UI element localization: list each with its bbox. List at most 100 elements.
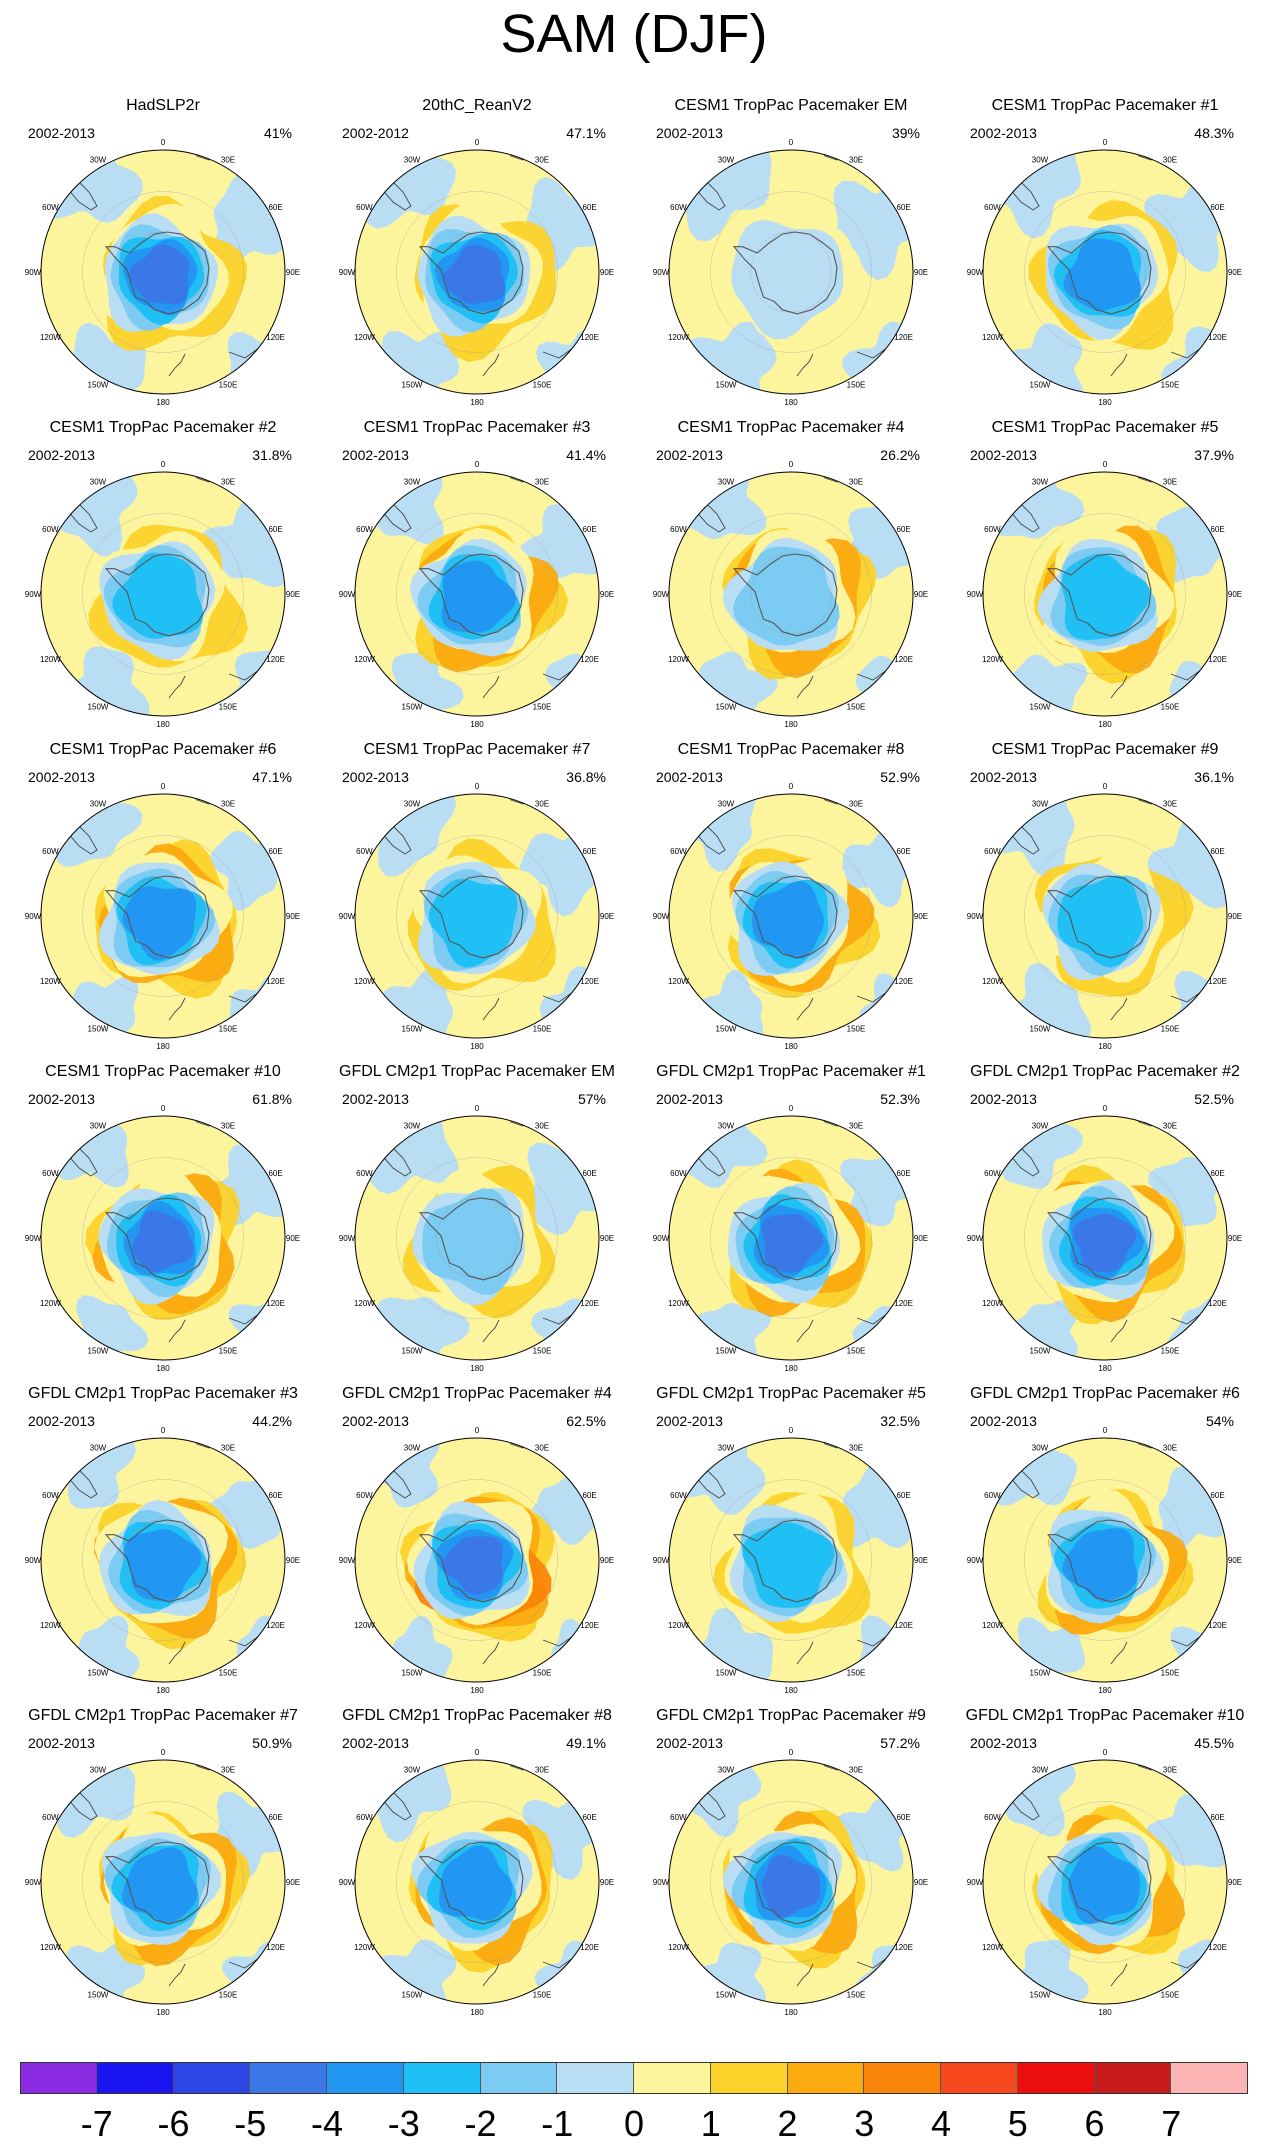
negative-anomaly-region — [228, 1303, 285, 1360]
panel-period: 2002-2013 — [28, 1413, 95, 1429]
longitude-label: 60W — [42, 1169, 59, 1178]
polar-low-contour — [742, 1522, 835, 1608]
longitude-label: 30W — [1032, 1121, 1049, 1130]
map-panel: 20thC_ReanV2 2002-2012 47.1% 0 30E 60E 90E 120E… — [320, 96, 634, 422]
longitude-label: 90E — [914, 590, 928, 599]
longitude-label: 30E — [221, 799, 235, 808]
longitude-label: 0 — [475, 138, 480, 147]
longitude-label: 150E — [1161, 1991, 1180, 2000]
longitude-label: 30E — [1163, 1121, 1177, 1130]
longitude-label: 60E — [896, 203, 910, 212]
longitude-label: 90W — [653, 1556, 670, 1565]
colorbar-swatch — [864, 2062, 941, 2094]
longitude-label: 180 — [470, 2008, 484, 2017]
longitude-label: 90W — [653, 590, 670, 599]
longitude-label: 60E — [896, 1813, 910, 1822]
map-panel: CESM1 TropPac Pacemaker #8 2002-2013 52.9%… — [634, 740, 948, 1066]
panel-period: 2002-2013 — [656, 447, 723, 463]
polar-stereographic-map: 0 30E 60E 90E 120E 150E 180 150W 120W 90W 60W 30W — [967, 1104, 1242, 1373]
new-zealand-coastline — [1110, 675, 1128, 699]
panel-period: 2002-2013 — [970, 1413, 1037, 1429]
polar-low-contour — [731, 219, 844, 340]
negative-anomaly-region — [836, 1460, 913, 1549]
panel-title: CESM1 TropPac Pacemaker EM — [674, 97, 908, 114]
longitude-label: 60W — [670, 847, 687, 856]
map-panel: CESM1 TropPac Pacemaker #5 2002-2013 37.9%… — [948, 418, 1262, 744]
longitude-label: 150E — [219, 1991, 238, 2000]
longitude-label: 60E — [582, 847, 596, 856]
polar-low-contour — [1068, 1846, 1140, 1924]
map-border — [668, 1759, 914, 2005]
polar-stereographic-map: 0 30E 60E 90E 120E 150E 180 150W 120W 90W 60W 30W — [653, 460, 928, 729]
longitude-label: 90W — [339, 590, 356, 599]
longitude-label: 120E — [266, 655, 285, 664]
panel-variance-percent: 52.9% — [880, 769, 920, 785]
longitude-label: 150W — [402, 1025, 423, 1034]
longitude-label: 150E — [847, 381, 866, 390]
negative-anomaly-region — [66, 1942, 145, 2004]
panel-variance-percent: 39% — [891, 125, 920, 141]
polar-low-contour — [1062, 1528, 1138, 1602]
longitude-label: 150W — [402, 381, 423, 390]
antarctica-coastline — [104, 1841, 210, 1925]
colorbar-swatch — [634, 2062, 711, 2094]
longitude-label: 120W — [668, 655, 689, 664]
panel-title: GFDL CM2p1 TropPac Pacemaker EM — [339, 1063, 615, 1080]
longitude-label: 60E — [896, 1169, 910, 1178]
longitude-label: 150E — [219, 703, 238, 712]
negative-anomaly-region — [1170, 1623, 1227, 1682]
colorbar-swatch — [96, 2062, 174, 2094]
longitude-label: 0 — [1103, 138, 1108, 147]
new-zealand-coastline — [796, 1641, 814, 1665]
panel-title: GFDL CM2p1 TropPac Pacemaker #10 — [965, 1707, 1245, 1724]
longitude-label: 60E — [268, 847, 282, 856]
longitude-label: 60W — [356, 203, 373, 212]
longitude-label: 150W — [88, 1347, 109, 1356]
polar-low-contour — [1061, 553, 1151, 640]
polar-stereographic-map: 0 30E 60E 90E 120E 150E 180 150W 120W 90W 60W 30W — [653, 1426, 928, 1695]
panel-period: 2002-2013 — [656, 769, 723, 785]
panel-title: GFDL CM2p1 TropPac Pacemaker #1 — [656, 1063, 926, 1080]
map-border — [354, 471, 600, 717]
new-zealand-coastline — [796, 997, 814, 1021]
longitude-label: 180 — [784, 1042, 798, 1051]
colorbar — [20, 2062, 1248, 2094]
longitude-label: 180 — [1098, 1042, 1112, 1051]
polar-stereographic-map: 0 30E 60E 90E 120E 150E 180 150W 120W 90W 60W 30W — [653, 1104, 928, 1373]
negative-anomaly-region — [381, 331, 460, 394]
map-border — [40, 1759, 286, 2005]
longitude-label: 90E — [600, 268, 614, 277]
longitude-label: 60E — [582, 203, 596, 212]
panel-period: 2002-2013 — [970, 1735, 1037, 1751]
longitude-label: 0 — [789, 1748, 794, 1757]
longitude-label: 90W — [339, 1234, 356, 1243]
longitude-label: 150W — [1030, 1347, 1051, 1356]
colorbar-tick-label: -5 — [234, 2103, 267, 2144]
panel-title: GFDL CM2p1 TropPac Pacemaker #7 — [28, 1707, 298, 1724]
panel-period: 2002-2013 — [970, 1091, 1037, 1107]
longitude-label: 120W — [40, 1299, 61, 1308]
map-border — [40, 1437, 286, 1683]
panel-variance-percent: 49.1% — [566, 1735, 606, 1751]
longitude-label: 30W — [718, 1121, 735, 1130]
polar-low-contour — [124, 1529, 202, 1602]
longitude-label: 30E — [535, 155, 549, 164]
longitude-label: 30W — [718, 799, 735, 808]
longitude-label: 90W — [25, 1556, 42, 1565]
polar-stereographic-map: 0 30E 60E 90E 120E 150E 180 150W 120W 90W 60W 30W — [25, 138, 300, 407]
map-panel: CESM1 TropPac Pacemaker #7 2002-2013 36.8%… — [320, 740, 634, 1066]
map-panel: GFDL CM2p1 TropPac Pacemaker #1 2002-2013… — [634, 1062, 948, 1388]
panel-variance-percent: 41% — [263, 125, 292, 141]
longitude-label: 90W — [967, 912, 984, 921]
panel-period: 2002-2013 — [970, 125, 1037, 141]
longitude-label: 180 — [470, 720, 484, 729]
longitude-label: 120E — [580, 1299, 599, 1308]
longitude-label: 0 — [161, 1748, 166, 1757]
longitude-label: 120E — [580, 977, 599, 986]
longitude-label: 120E — [266, 977, 285, 986]
longitude-label: 0 — [1103, 782, 1108, 791]
colorbar-tick-label: -1 — [541, 2103, 574, 2144]
longitude-label: 90E — [1228, 268, 1242, 277]
colorbar-swatch — [941, 2062, 1018, 2094]
longitude-label: 30W — [1032, 1765, 1049, 1774]
